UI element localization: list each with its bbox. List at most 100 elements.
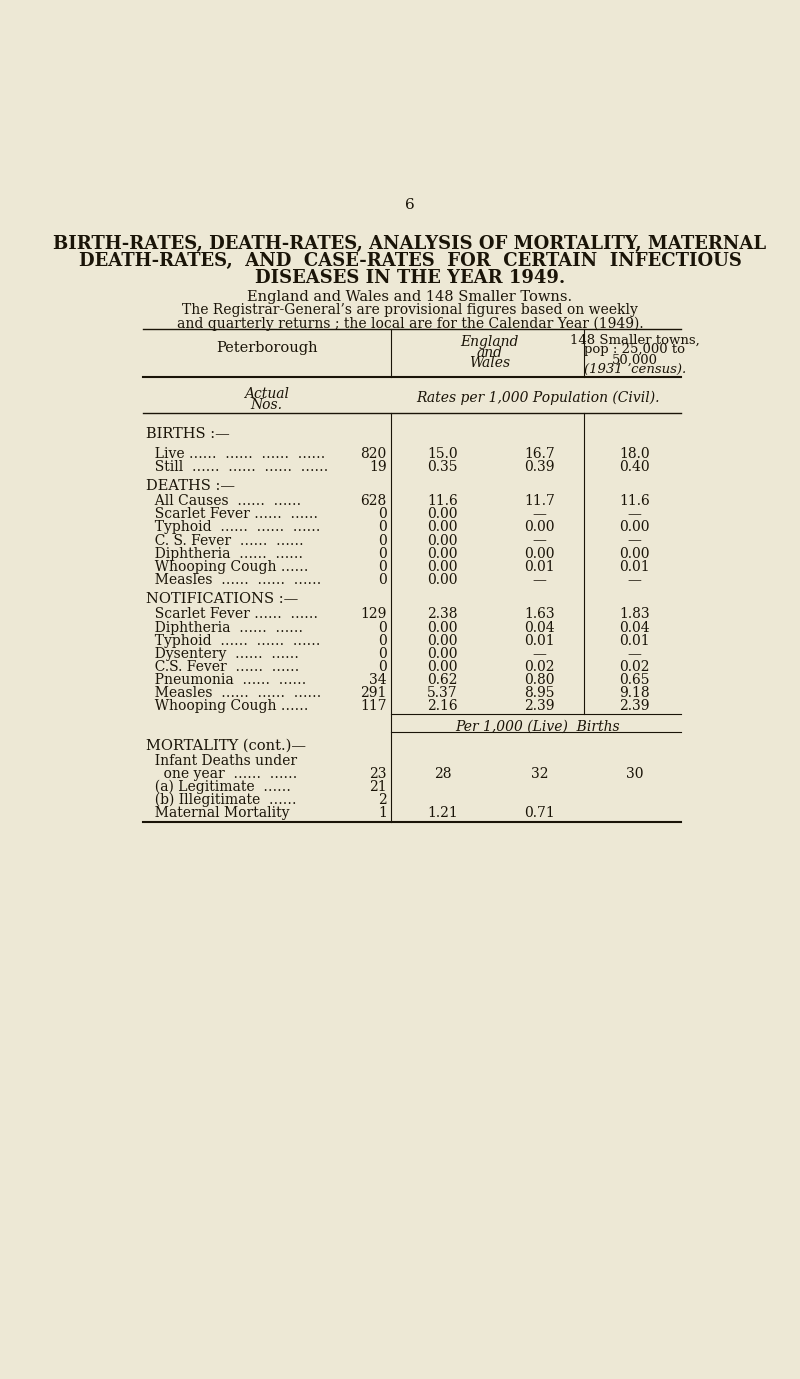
- Text: (b) Illegitimate  ……: (b) Illegitimate ……: [146, 793, 297, 808]
- Text: one year  ……  ……: one year …… ……: [146, 767, 298, 781]
- Text: Whooping Cough ……: Whooping Cough ……: [146, 699, 309, 713]
- Text: Typhoid  ……  ……  ……: Typhoid …… …… ……: [146, 633, 321, 648]
- Text: 0.01: 0.01: [619, 633, 650, 648]
- Text: Measles  ……  ……  ……: Measles …… …… ……: [146, 685, 322, 701]
- Text: 0.00: 0.00: [619, 546, 650, 561]
- Text: 2: 2: [378, 793, 386, 807]
- Text: Rates per 1,000 Population (Civil).: Rates per 1,000 Population (Civil).: [416, 392, 660, 405]
- Text: Live ……  ……  ……  ……: Live …… …… …… ……: [146, 447, 326, 461]
- Text: Measles  ……  ……  ……: Measles …… …… ……: [146, 572, 322, 587]
- Text: 0: 0: [378, 572, 386, 587]
- Text: 0.01: 0.01: [524, 560, 554, 574]
- Text: Wales: Wales: [469, 356, 510, 371]
- Text: England: England: [460, 335, 518, 349]
- Text: —: —: [533, 507, 546, 521]
- Text: 2.39: 2.39: [619, 699, 650, 713]
- Text: Peterborough: Peterborough: [216, 341, 318, 354]
- Text: England and Wales and 148 Smaller Towns.: England and Wales and 148 Smaller Towns.: [247, 290, 573, 305]
- Text: 0: 0: [378, 534, 386, 547]
- Text: Actual: Actual: [244, 387, 289, 401]
- Text: 148 Smaller towns,: 148 Smaller towns,: [570, 334, 700, 346]
- Text: —: —: [533, 534, 546, 547]
- Text: Still  ……  ……  ……  ……: Still …… …… …… ……: [146, 459, 329, 473]
- Text: NOTIFICATIONS :—: NOTIFICATIONS :—: [146, 592, 298, 605]
- Text: 0: 0: [378, 621, 386, 634]
- Text: 32: 32: [530, 767, 548, 781]
- Text: 2.38: 2.38: [427, 608, 458, 622]
- Text: Infant Deaths under: Infant Deaths under: [146, 754, 298, 768]
- Text: 0.00: 0.00: [427, 520, 458, 535]
- Text: 0.80: 0.80: [524, 673, 554, 687]
- Text: 1.21: 1.21: [427, 807, 458, 821]
- Text: 0.00: 0.00: [427, 659, 458, 674]
- Text: and: and: [477, 346, 502, 360]
- Text: 0.35: 0.35: [427, 459, 458, 473]
- Text: 0.00: 0.00: [427, 647, 458, 661]
- Text: C. S. Fever  ……  ……: C. S. Fever …… ……: [146, 534, 304, 547]
- Text: 8.95: 8.95: [524, 685, 554, 701]
- Text: 0: 0: [378, 633, 386, 648]
- Text: 34: 34: [369, 673, 386, 687]
- Text: —: —: [628, 507, 642, 521]
- Text: C.S. Fever  ……  ……: C.S. Fever …… ……: [146, 659, 300, 674]
- Text: Nos.: Nos.: [250, 399, 282, 412]
- Text: 28: 28: [434, 767, 451, 781]
- Text: Scarlet Fever ……  ……: Scarlet Fever …… ……: [146, 608, 318, 622]
- Text: 0.00: 0.00: [427, 546, 458, 561]
- Text: 0.00: 0.00: [427, 633, 458, 648]
- Text: 23: 23: [370, 767, 386, 781]
- Text: All Causes  ……  ……: All Causes …… ……: [146, 494, 302, 509]
- Text: 0.00: 0.00: [524, 520, 554, 535]
- Text: 21: 21: [369, 781, 386, 794]
- Text: 0.01: 0.01: [524, 633, 554, 648]
- Text: DEATH-RATES,  AND  CASE-RATES  FOR  CERTAIN  INFECTIOUS: DEATH-RATES, AND CASE-RATES FOR CERTAIN …: [78, 252, 742, 270]
- Text: 0: 0: [378, 647, 386, 661]
- Text: Per 1,000 (Live)  Births: Per 1,000 (Live) Births: [455, 720, 620, 734]
- Text: 0.00: 0.00: [524, 546, 554, 561]
- Text: 0.71: 0.71: [524, 807, 555, 821]
- Text: 1.83: 1.83: [619, 608, 650, 622]
- Text: Maternal Mortality: Maternal Mortality: [146, 807, 290, 821]
- Text: 50,000: 50,000: [612, 353, 658, 367]
- Text: 0.04: 0.04: [524, 621, 554, 634]
- Text: 0.00: 0.00: [619, 520, 650, 535]
- Text: (a) Legitimate  ……: (a) Legitimate ……: [146, 781, 291, 794]
- Text: Pneumonia  ……  ……: Pneumonia …… ……: [146, 673, 306, 687]
- Text: 0.65: 0.65: [619, 673, 650, 687]
- Text: —: —: [533, 572, 546, 587]
- Text: BIRTHS :—: BIRTHS :—: [146, 427, 230, 441]
- Text: 0.00: 0.00: [427, 560, 458, 574]
- Text: Whooping Cough ……: Whooping Cough ……: [146, 560, 309, 574]
- Text: 19: 19: [369, 459, 386, 473]
- Text: 291: 291: [360, 685, 386, 701]
- Text: 2.39: 2.39: [524, 699, 554, 713]
- Text: —: —: [628, 647, 642, 661]
- Text: BIRTH-RATES, DEATH-RATES, ANALYSIS OF MORTALITY, MATERNAL: BIRTH-RATES, DEATH-RATES, ANALYSIS OF MO…: [54, 234, 766, 252]
- Text: 0: 0: [378, 507, 386, 521]
- Text: 16.7: 16.7: [524, 447, 555, 461]
- Text: —: —: [628, 534, 642, 547]
- Text: 0.02: 0.02: [524, 659, 554, 674]
- Text: 2.16: 2.16: [427, 699, 458, 713]
- Text: DEATHS :—: DEATHS :—: [146, 479, 235, 492]
- Text: Dysentery  ……  ……: Dysentery …… ……: [146, 647, 299, 661]
- Text: 0.40: 0.40: [619, 459, 650, 473]
- Text: 0.01: 0.01: [619, 560, 650, 574]
- Text: 30: 30: [626, 767, 643, 781]
- Text: 15.0: 15.0: [427, 447, 458, 461]
- Text: 5.37: 5.37: [427, 685, 458, 701]
- Text: 11.6: 11.6: [619, 494, 650, 509]
- Text: MORTALITY (cont.)—: MORTALITY (cont.)—: [146, 738, 306, 753]
- Text: 6: 6: [405, 197, 415, 212]
- Text: 0: 0: [378, 520, 386, 535]
- Text: 1: 1: [378, 807, 386, 821]
- Text: 11.6: 11.6: [427, 494, 458, 509]
- Text: Typhoid  ……  ……  ……: Typhoid …… …… ……: [146, 520, 321, 535]
- Text: 0.00: 0.00: [427, 621, 458, 634]
- Text: 0.04: 0.04: [619, 621, 650, 634]
- Text: pop : 25,000 to: pop : 25,000 to: [584, 343, 686, 356]
- Text: 0.00: 0.00: [427, 507, 458, 521]
- Text: DISEASES IN THE YEAR 1949.: DISEASES IN THE YEAR 1949.: [255, 269, 565, 287]
- Text: 0: 0: [378, 546, 386, 561]
- Text: (1931  census).: (1931 census).: [584, 364, 686, 376]
